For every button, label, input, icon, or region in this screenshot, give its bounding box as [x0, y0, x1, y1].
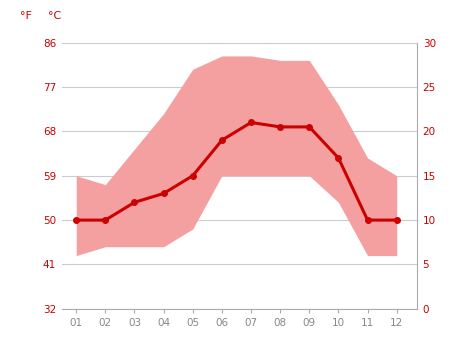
- Text: °C: °C: [48, 11, 61, 21]
- Text: °F: °F: [20, 11, 32, 21]
